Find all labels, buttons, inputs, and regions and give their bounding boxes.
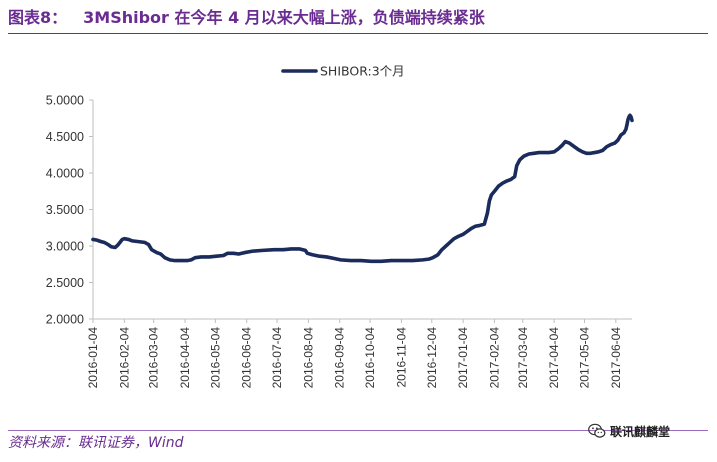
chart-title: 3MShibor 在今年 4 月以来大幅上涨，负债端持续紧张 xyxy=(83,8,485,27)
legend-label: SHIBOR:3个月 xyxy=(320,64,405,79)
x-tick-label: 2017-01-04 xyxy=(456,327,470,389)
title-divider xyxy=(8,33,708,34)
x-tick-label: 2016-11-04 xyxy=(394,327,408,388)
figure-title: 图表8： 3MShibor 在今年 4 月以来大幅上涨，负债端持续紧张 xyxy=(8,6,485,30)
source-note: 资料来源：联讯证券，Wind xyxy=(8,435,184,451)
y-tick-label: 4.0000 xyxy=(46,167,84,181)
x-tick-label: 2017-03-04 xyxy=(516,327,530,389)
brand-name: 联讯麒麟堂 xyxy=(610,424,671,439)
x-tick-label: 2016-06-04 xyxy=(240,327,254,389)
x-tick-label: 2016-08-04 xyxy=(301,327,315,389)
x-tick-label: 2016-01-04 xyxy=(86,327,100,389)
y-tick-label: 3.0000 xyxy=(46,240,84,254)
figure-label: 图表8： xyxy=(8,8,68,27)
y-tick-label: 2.0000 xyxy=(46,313,84,327)
x-tick-label: 2016-09-04 xyxy=(333,327,347,389)
x-tick-label: 2017-02-04 xyxy=(487,327,501,389)
x-tick-label: 2016-12-04 xyxy=(425,327,439,389)
y-tick-label: 4.5000 xyxy=(46,130,84,144)
x-tick-label: 2016-04-04 xyxy=(178,327,192,389)
x-tick-label: 2016-03-04 xyxy=(147,327,161,389)
series-line-shibor-3m xyxy=(91,113,634,264)
x-tick-label: 2017-06-04 xyxy=(609,327,623,389)
x-tick-label: 2016-07-04 xyxy=(270,327,284,389)
y-tick-label: 2.5000 xyxy=(46,276,84,290)
x-tick-label: 2016-02-04 xyxy=(117,327,131,389)
x-tick-label: 2016-10-04 xyxy=(363,327,377,389)
y-tick-label: 3.5000 xyxy=(46,203,84,217)
source-divider xyxy=(8,430,708,431)
x-tick-label: 2017-05-04 xyxy=(577,327,591,389)
brand-watermark: 联讯麒麟堂 xyxy=(588,419,670,443)
x-tick-label: 2016-05-04 xyxy=(208,327,222,389)
x-tick-label: 2017-04-04 xyxy=(547,327,561,389)
wechat-icon xyxy=(588,423,606,438)
y-tick-label: 5.0000 xyxy=(46,94,84,108)
